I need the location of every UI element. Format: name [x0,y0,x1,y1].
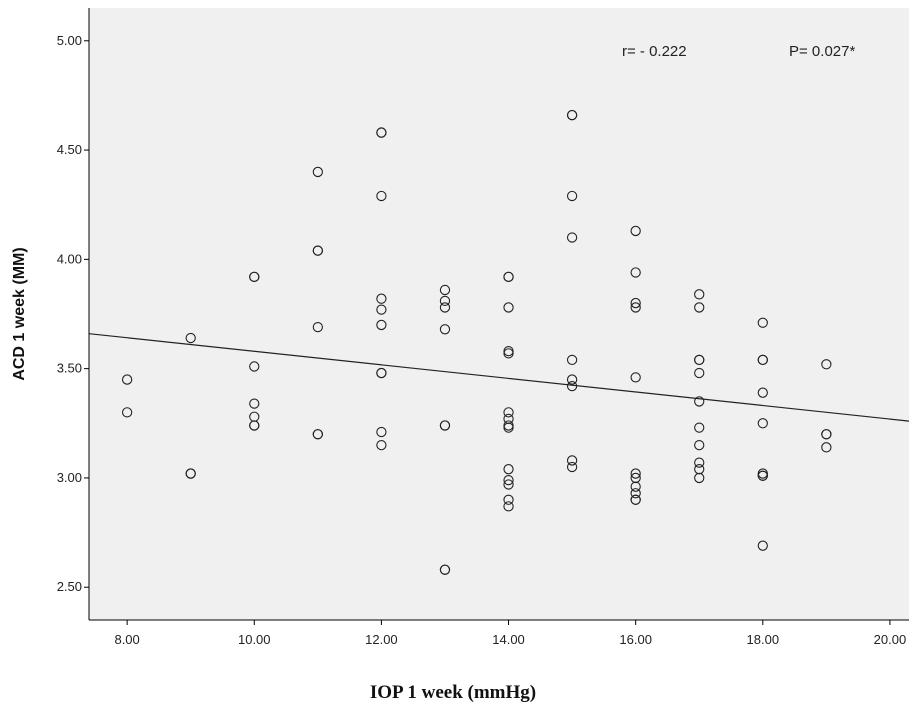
data-point [630,481,641,492]
data-point [694,354,705,366]
data-point [376,293,387,304]
y-axis-label: ACD 1 week (MM) [11,247,28,380]
data-point [694,457,705,468]
data-point [312,321,323,333]
data-point [249,271,260,282]
data-point [376,190,387,202]
data-point [376,127,387,138]
data-point [566,354,578,366]
data-point [630,297,641,309]
data-point [376,367,387,379]
data-point [503,494,514,505]
data-point [757,470,768,481]
axis-ticks: 8.00 10.00 12.00 14.00 16.00 18.00 20.00 2.50 3.… [57,33,907,647]
data-point [757,540,768,551]
data-point [757,418,768,429]
data-point [376,426,387,438]
data-point [694,422,705,433]
data-point [757,387,768,398]
data-point [185,332,196,344]
data-point [821,442,832,453]
data-point [821,429,832,440]
data-point [630,267,641,278]
data-point [757,317,768,328]
x-tick-label: 16.00 [619,632,652,647]
data-point [694,472,705,484]
data-point [121,374,133,385]
data-point [630,488,641,499]
y-tick-label: 5.00 [57,33,82,48]
data-point [439,420,451,431]
x-tick-label: 8.00 [114,632,139,647]
data-point [312,429,323,440]
data-point [566,109,578,121]
data-point [566,190,578,202]
data-point [249,398,260,409]
data-point [503,302,514,313]
x-tick-label: 20.00 [874,632,907,647]
annotation-r: r= - 0.222 [622,43,687,60]
data-point [566,461,578,473]
data-point [630,302,641,313]
data-point [821,359,832,370]
y-tick-label: 4.00 [57,251,82,266]
data-point [566,374,578,385]
data-point [566,455,578,466]
data-point [312,245,323,256]
y-tick-label: 2.50 [57,579,82,594]
data-point [630,372,641,383]
data-point [121,407,133,418]
data-point [630,468,641,479]
x-tick-label: 12.00 [365,632,398,647]
data-point [376,439,387,451]
data-point [503,422,514,433]
data-point [694,396,705,407]
data-point [694,439,705,451]
data-point [503,479,514,490]
plot-area [89,8,909,620]
data-point [439,284,451,296]
data-point [757,354,768,366]
data-points [121,109,832,575]
data-point [439,564,451,575]
data-point [503,501,514,512]
data-point [503,348,514,359]
x-tick-label: 18.00 [747,632,780,647]
y-tick-label: 3.50 [57,361,82,376]
data-point [503,474,514,486]
x-tick-label: 14.00 [492,632,525,647]
data-point [439,295,451,307]
data-point [312,166,323,178]
data-point [503,271,514,282]
annotation-p: P= 0.027* [789,43,855,60]
data-point [503,464,514,475]
data-point [249,420,260,431]
x-tick-label: 10.00 [238,632,271,647]
data-point [439,324,451,335]
data-point [630,494,641,505]
data-point [694,289,705,300]
data-point [185,468,196,479]
data-point [249,361,260,372]
data-point [630,225,641,237]
data-point [376,304,387,315]
data-point [439,302,451,313]
fit-line [88,333,909,422]
data-point [566,380,578,392]
data-point [694,302,705,313]
data-point [694,367,705,379]
data-point [376,319,387,331]
data-point [503,407,514,418]
y-tick-label: 3.00 [57,470,82,485]
data-point [566,232,578,243]
x-axis-label: IOP 1 week (mmHg) [370,682,536,703]
y-tick-label: 4.50 [57,142,82,157]
